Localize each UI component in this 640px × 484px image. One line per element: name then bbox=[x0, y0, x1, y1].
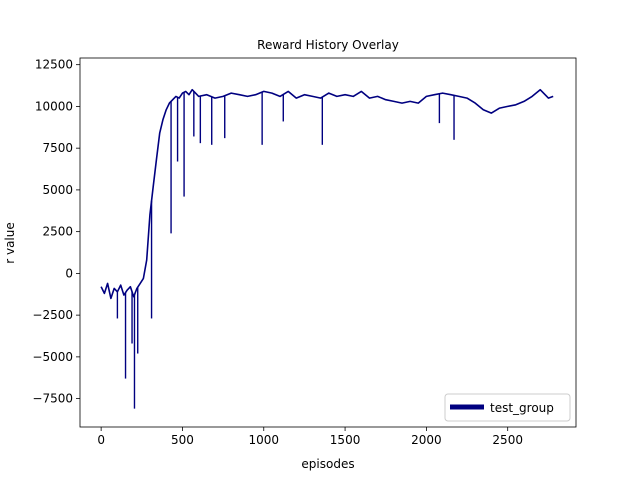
y-tick-label: 12500 bbox=[35, 58, 73, 72]
axes: 0 500 1000 1500 2000 2500 −7500 −5000 −2500 0 2500… bbox=[32, 57, 577, 447]
y-tick-label: 5000 bbox=[42, 183, 73, 197]
legend: test_group bbox=[444, 393, 571, 422]
x-tick-label: 500 bbox=[171, 433, 194, 447]
x-tick-label: 2500 bbox=[492, 433, 523, 447]
series-line-test-group bbox=[100, 88, 554, 300]
chart-title: Reward History Overlay bbox=[257, 38, 399, 52]
x-tick-label: 0 bbox=[97, 433, 105, 447]
plot-area bbox=[100, 88, 554, 409]
y-tick-label: 2500 bbox=[42, 225, 73, 239]
y-tick-label: −2500 bbox=[32, 308, 73, 322]
y-tick-label: −7500 bbox=[32, 392, 73, 406]
y-tick-label: 7500 bbox=[42, 141, 73, 155]
x-tick-label: 1000 bbox=[248, 433, 279, 447]
y-tick-label: −5000 bbox=[32, 350, 73, 364]
y-axis-label: r value bbox=[3, 222, 17, 264]
legend-frame bbox=[444, 393, 571, 422]
x-axis-label: episodes bbox=[301, 457, 354, 471]
x-tick-label: 1500 bbox=[330, 433, 361, 447]
legend-label: test_group bbox=[490, 401, 554, 415]
axes-frame bbox=[79, 57, 577, 428]
y-tick-label: 0 bbox=[65, 266, 73, 280]
y-tick-label: 10000 bbox=[35, 99, 73, 113]
x-tick-label: 2000 bbox=[411, 433, 442, 447]
